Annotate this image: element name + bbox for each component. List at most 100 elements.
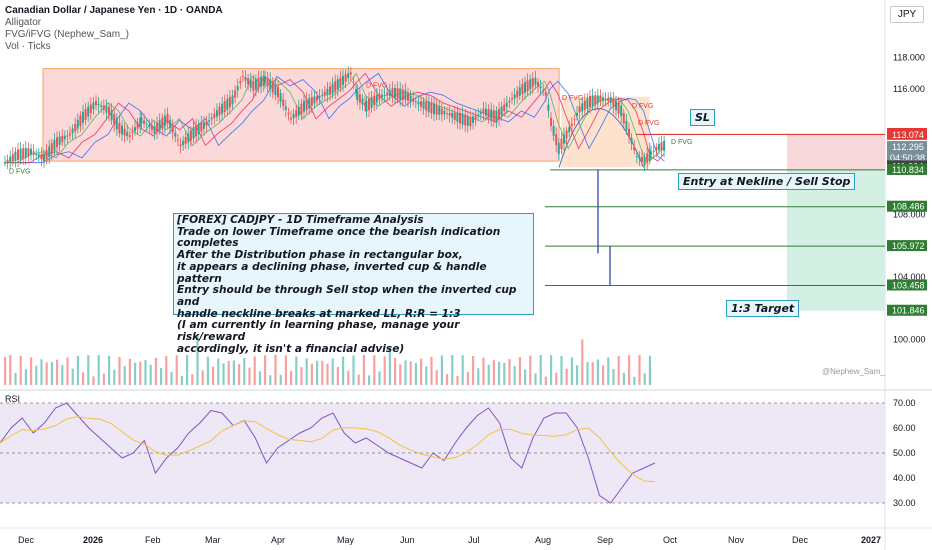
volume-bar — [56, 359, 59, 385]
symbol-title[interactable]: Canadian Dollar / Japanese Yen · 1D · OA… — [5, 5, 223, 16]
candle-body — [84, 108, 87, 120]
candle-body — [466, 116, 469, 126]
candle-body — [349, 72, 352, 75]
candle-body — [498, 109, 500, 120]
volume-bar — [388, 347, 391, 385]
rsi-label: RSI — [5, 394, 21, 404]
candle-body — [438, 106, 441, 115]
candle-body — [620, 105, 623, 117]
candle-body — [197, 124, 200, 135]
candle-body — [550, 117, 552, 127]
candle-body — [456, 112, 459, 122]
volume-bar — [279, 374, 282, 385]
rsi-tick-label: 40.00 — [893, 473, 916, 483]
candle-body — [254, 79, 257, 90]
volume-bar — [638, 355, 641, 385]
indicator-alligator[interactable]: Alligator — [5, 17, 42, 28]
price-tick-label: 118.000 — [893, 53, 925, 63]
candle-body — [368, 98, 370, 110]
candle-body — [516, 90, 519, 98]
price-tick-label: 108.000 — [893, 209, 926, 219]
indicator-volume[interactable]: Vol · Ticks — [5, 41, 51, 52]
candle-body — [524, 82, 526, 93]
candle-body — [364, 102, 367, 107]
volume-bar — [284, 355, 287, 385]
volume-bar — [66, 357, 69, 385]
candle-body — [648, 149, 651, 161]
time-tick-label: Feb — [145, 535, 161, 545]
candle-body — [336, 79, 339, 91]
volume-bar — [149, 364, 152, 385]
volume-bar — [591, 362, 594, 385]
volume-bar — [92, 376, 95, 385]
fvg-label: D FVG — [562, 95, 583, 102]
candle-body — [479, 112, 482, 115]
volume-bar — [102, 373, 105, 385]
candle-body — [282, 99, 285, 106]
candle-body — [266, 77, 269, 87]
candle-body — [641, 156, 643, 163]
volume-bar — [529, 355, 532, 385]
price-tick-label: 104.000 — [893, 272, 926, 282]
candle-body — [581, 103, 584, 112]
candle-body — [513, 94, 516, 99]
candle-body — [92, 102, 95, 110]
analysis-line: (I am currently in learning phase, manag… — [177, 319, 460, 344]
candle-body — [318, 96, 321, 98]
time-tick-label: 2027 — [861, 535, 881, 545]
candle-body — [45, 150, 48, 160]
candle-body — [213, 113, 216, 118]
candle-body — [153, 126, 156, 134]
candle-body — [352, 81, 355, 83]
volume-bar — [581, 339, 584, 385]
volume-bar — [201, 370, 204, 385]
candle-body — [370, 97, 373, 108]
candle-body — [87, 106, 90, 117]
volume-bar — [258, 371, 261, 385]
volume-bar — [310, 363, 313, 385]
volume-bar — [170, 371, 173, 385]
candle-body — [247, 78, 250, 85]
candle-body — [617, 102, 620, 114]
candle-body — [108, 106, 110, 116]
volume-bar — [607, 357, 610, 385]
time-tick-label: 2026 — [83, 535, 103, 545]
indicator-fvg[interactable]: FVG/iFVG (Nephew_Sam_) — [5, 29, 129, 40]
candle-body — [313, 96, 316, 104]
candle-body — [27, 148, 30, 157]
candle-body — [464, 114, 467, 126]
candle-body — [628, 128, 630, 137]
candle-body — [358, 94, 361, 103]
candle-body — [365, 100, 368, 112]
candle-body — [115, 118, 118, 130]
candle-body — [459, 112, 461, 124]
volume-bar — [227, 361, 230, 385]
candle-body — [604, 99, 607, 101]
candle-body — [128, 135, 131, 137]
alligator-lips — [4, 72, 665, 164]
candle-body — [518, 87, 521, 96]
candle-body — [169, 119, 172, 129]
candle-body — [660, 142, 663, 151]
candle-body — [505, 102, 508, 107]
candle-body — [284, 106, 287, 111]
candle-body — [277, 87, 279, 98]
candle-body — [573, 119, 576, 121]
rsi-tick-label: 60.00 — [893, 423, 916, 433]
candle-body — [4, 162, 6, 164]
volume-bar — [357, 374, 360, 385]
candle-body — [184, 136, 187, 144]
candle-body — [544, 91, 547, 96]
candle-body — [158, 120, 161, 131]
currency-selector[interactable]: JPY — [890, 6, 924, 23]
volume-bar — [4, 357, 7, 385]
candle-body — [433, 103, 435, 115]
candle-body — [557, 143, 560, 155]
volume-bar — [648, 355, 651, 385]
volume-bar — [326, 363, 329, 385]
candle-body — [409, 95, 412, 102]
candle-body — [453, 112, 456, 120]
fvg-label: D FVG — [632, 103, 653, 110]
candle-body — [503, 104, 506, 112]
candle-body — [531, 78, 534, 88]
